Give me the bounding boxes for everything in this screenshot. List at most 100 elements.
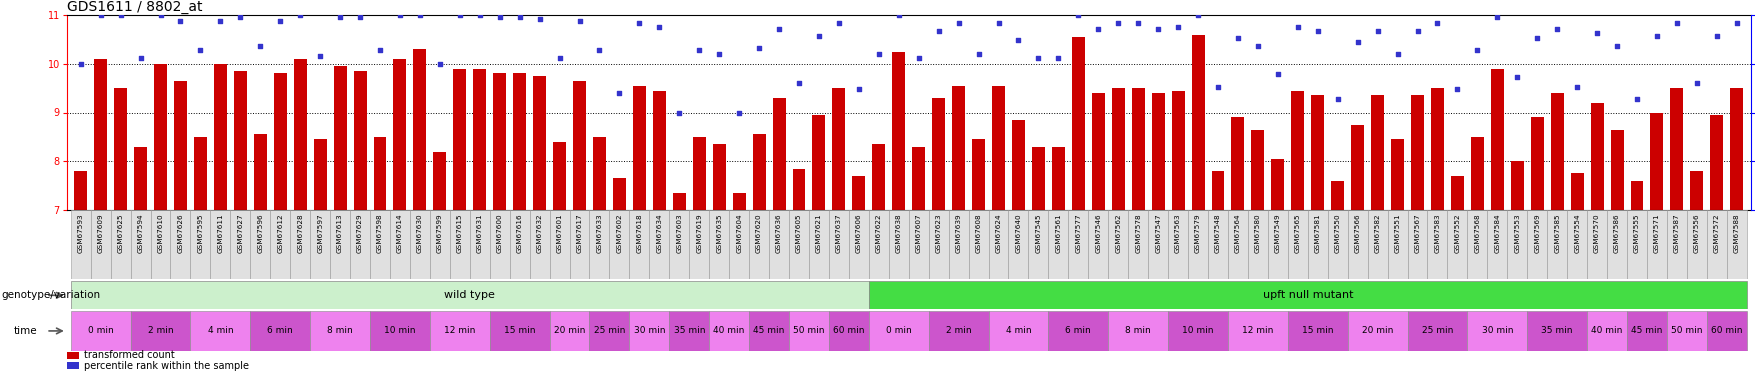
- Bar: [1107, 311, 1167, 351]
- Bar: [1527, 311, 1587, 351]
- Bar: [772, 98, 784, 210]
- Bar: [628, 210, 649, 279]
- Bar: [1650, 112, 1662, 210]
- Bar: [293, 59, 307, 210]
- Text: GSM67582: GSM67582: [1374, 213, 1379, 253]
- Bar: [1665, 210, 1687, 279]
- Bar: [828, 311, 869, 351]
- Bar: [851, 176, 865, 210]
- Point: [386, 12, 414, 18]
- Point: [1522, 35, 1550, 41]
- Bar: [430, 311, 490, 351]
- Bar: [1230, 117, 1244, 210]
- Text: GSM67617: GSM67617: [576, 213, 583, 253]
- Bar: [349, 210, 370, 279]
- Bar: [1627, 210, 1646, 279]
- Bar: [749, 210, 769, 279]
- Bar: [1048, 311, 1107, 351]
- Text: GSM67613: GSM67613: [337, 213, 342, 253]
- Bar: [1725, 210, 1746, 279]
- Text: GSM67627: GSM67627: [237, 213, 244, 253]
- Bar: [1048, 210, 1067, 279]
- Bar: [1130, 88, 1144, 210]
- Bar: [1151, 93, 1164, 210]
- Text: GSM67629: GSM67629: [356, 213, 363, 253]
- Text: GSM67630: GSM67630: [416, 213, 423, 253]
- Text: GSM67611: GSM67611: [218, 213, 223, 253]
- Text: GSM67568: GSM67568: [1474, 213, 1479, 253]
- Text: GSM67551: GSM67551: [1393, 213, 1400, 253]
- Bar: [412, 49, 426, 210]
- Bar: [353, 71, 367, 210]
- Bar: [749, 311, 788, 351]
- Point: [1044, 55, 1072, 61]
- Bar: [1286, 311, 1346, 351]
- Point: [1323, 96, 1351, 102]
- Point: [1004, 38, 1032, 44]
- Point: [1562, 84, 1590, 90]
- Bar: [1067, 210, 1088, 279]
- Text: GSM67635: GSM67635: [716, 213, 721, 253]
- Bar: [67, 362, 79, 369]
- Bar: [1467, 210, 1486, 279]
- Point: [505, 14, 534, 20]
- Point: [963, 51, 992, 57]
- Bar: [848, 210, 869, 279]
- Text: 8 min: 8 min: [1125, 326, 1151, 335]
- Point: [365, 47, 393, 53]
- Bar: [1271, 159, 1283, 210]
- Bar: [1307, 210, 1327, 279]
- Text: GSM67601: GSM67601: [556, 213, 562, 253]
- Point: [844, 86, 872, 92]
- Bar: [1587, 210, 1606, 279]
- Text: 25 min: 25 min: [1422, 326, 1453, 335]
- Bar: [1450, 176, 1464, 210]
- Text: GSM67562: GSM67562: [1114, 213, 1121, 253]
- Bar: [1330, 181, 1343, 210]
- Bar: [1286, 210, 1307, 279]
- Point: [267, 18, 295, 24]
- Bar: [1550, 93, 1562, 210]
- Text: 6 min: 6 min: [1065, 326, 1090, 335]
- Point: [1023, 55, 1051, 61]
- Text: GSM67570: GSM67570: [1594, 213, 1599, 253]
- Point: [1364, 28, 1392, 34]
- Point: [86, 12, 114, 18]
- Text: 30 min: 30 min: [634, 326, 665, 335]
- Bar: [1390, 140, 1404, 210]
- Text: GSM67636: GSM67636: [776, 213, 781, 253]
- Bar: [1411, 96, 1423, 210]
- Text: GSM67599: GSM67599: [437, 213, 442, 253]
- Bar: [549, 311, 590, 351]
- Bar: [91, 210, 111, 279]
- Bar: [709, 210, 728, 279]
- Point: [226, 14, 254, 20]
- Bar: [932, 98, 944, 210]
- Text: GSM67584: GSM67584: [1494, 213, 1499, 253]
- Point: [784, 80, 813, 86]
- Point: [1443, 86, 1471, 92]
- Text: GSM67566: GSM67566: [1353, 213, 1360, 253]
- Text: GSM67556: GSM67556: [1694, 213, 1699, 253]
- Text: 4 min: 4 min: [1006, 326, 1030, 335]
- Text: GSM67612: GSM67612: [277, 213, 283, 253]
- Text: GSM67616: GSM67616: [516, 213, 523, 253]
- Text: GSM67602: GSM67602: [616, 213, 621, 253]
- Bar: [70, 210, 91, 279]
- Bar: [1227, 210, 1248, 279]
- Text: GSM67614: GSM67614: [397, 213, 402, 253]
- Bar: [95, 59, 107, 210]
- Text: GSM67598: GSM67598: [377, 213, 383, 253]
- Bar: [1527, 210, 1546, 279]
- Bar: [170, 210, 190, 279]
- Bar: [669, 311, 709, 351]
- Bar: [869, 281, 1746, 309]
- Bar: [788, 210, 809, 279]
- Bar: [1530, 117, 1543, 210]
- Bar: [1346, 311, 1408, 351]
- Point: [565, 18, 593, 24]
- Bar: [1171, 91, 1185, 210]
- Bar: [374, 137, 386, 210]
- Bar: [709, 311, 749, 351]
- Bar: [1092, 93, 1104, 210]
